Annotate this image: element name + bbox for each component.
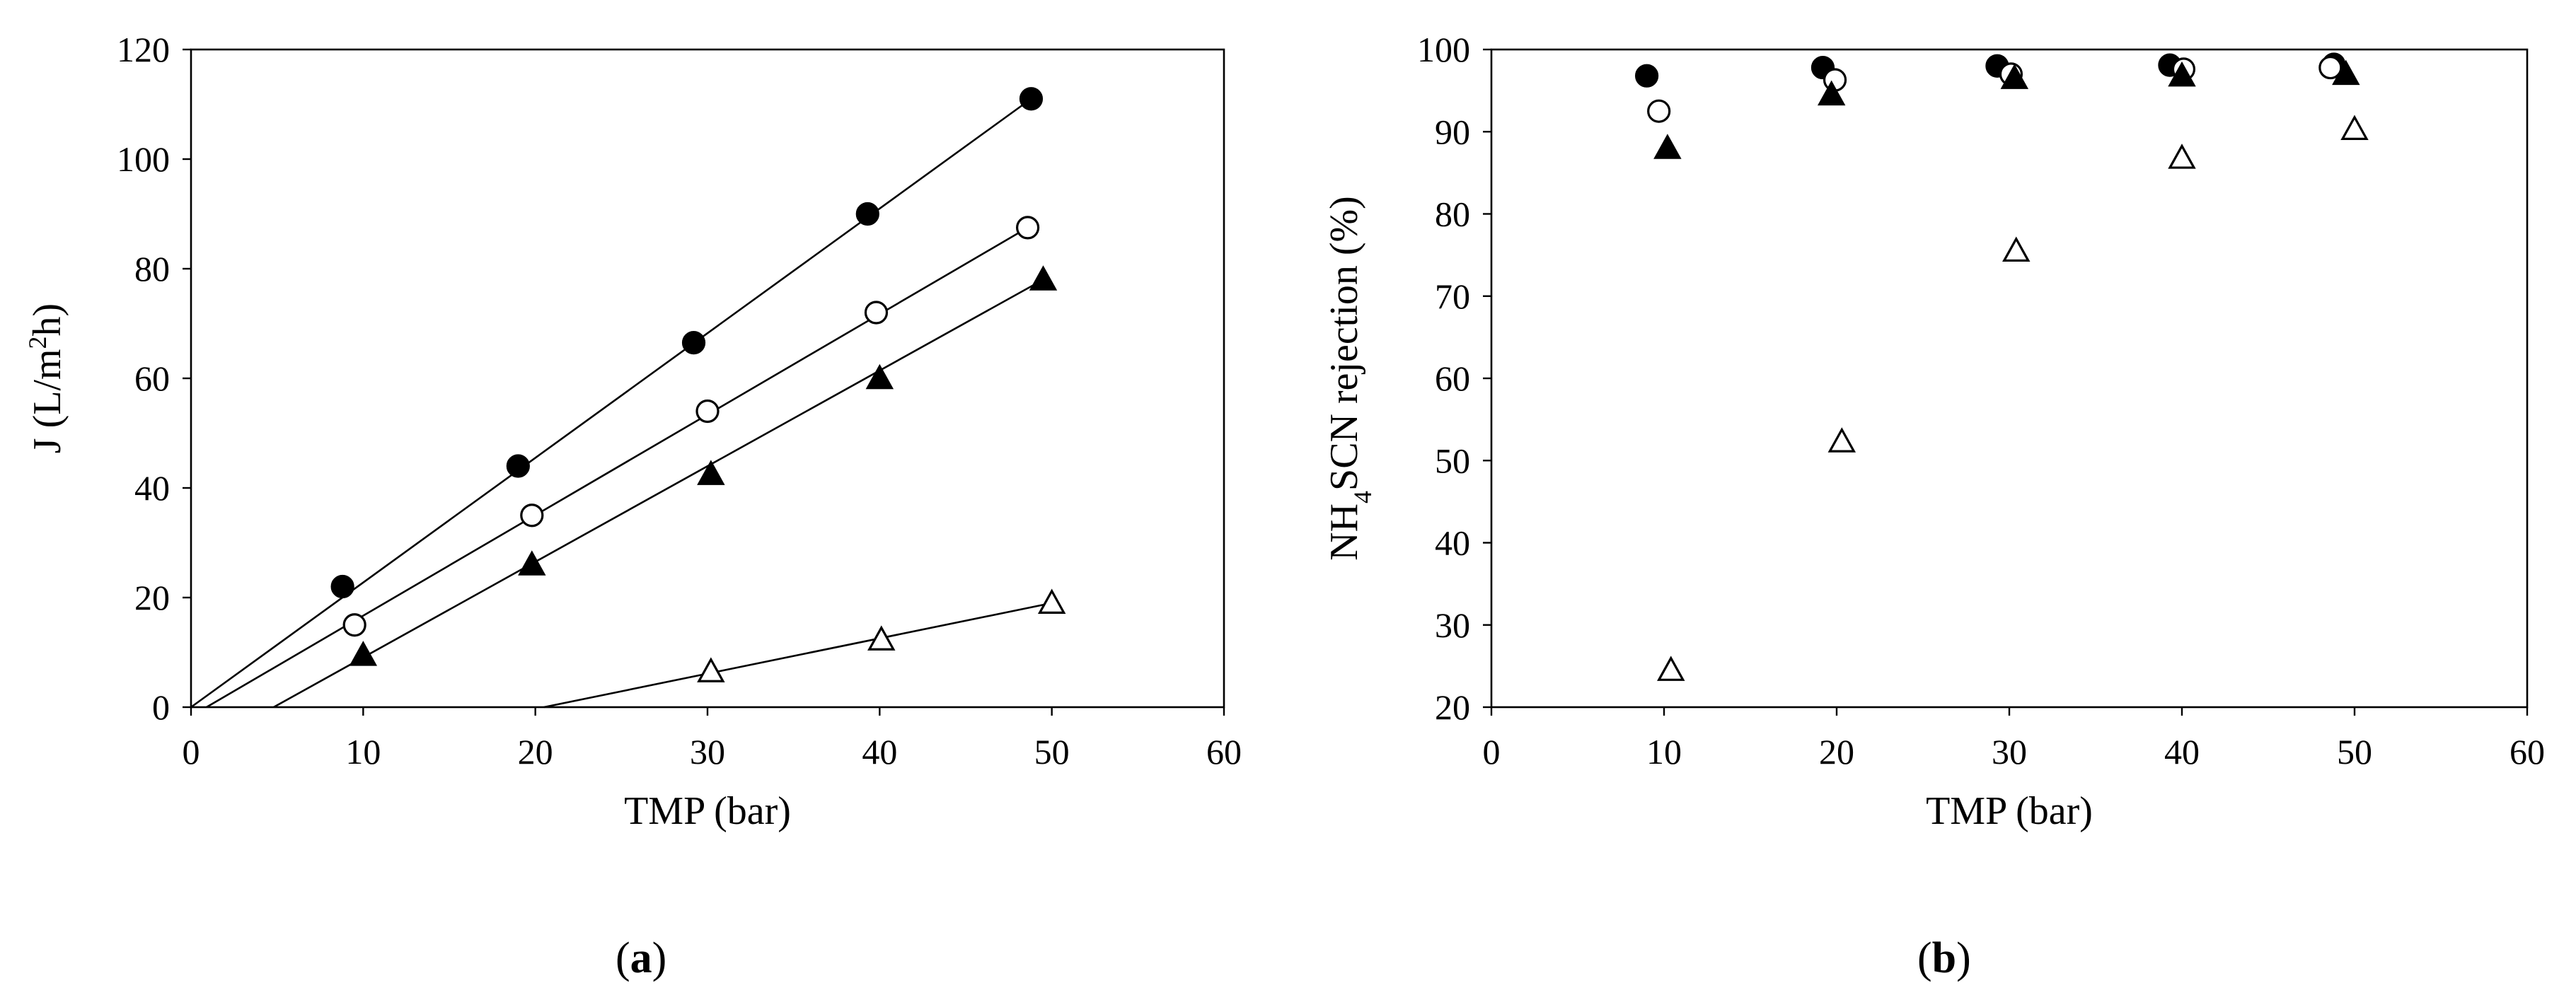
data-point-open-triangle (1827, 427, 1856, 453)
x-tick-label: 60 (2509, 732, 2545, 772)
panel-label-open-paren: ( (616, 934, 630, 982)
y-tick-label: 90 (1435, 112, 1470, 151)
x-tick-label: 50 (2337, 732, 2372, 772)
x-tick-label: 0 (1483, 732, 1501, 772)
panel-label-letter: b (1932, 934, 1956, 982)
data-point-filled-circle (681, 331, 706, 355)
x-axis-title: TMP (bar) (624, 789, 791, 833)
x-tick-label: 50 (1034, 732, 1070, 772)
panel-a: 0 10 20 30 40 50 60 0 20 40 60 80 100 120 TMP (bar) J (… (23, 30, 1242, 982)
data-point-filled-circle (506, 454, 530, 478)
panel-label: (b) (1917, 934, 1971, 982)
y-tick-label: 40 (1435, 523, 1470, 563)
y-tick-label: 20 (1435, 687, 1470, 727)
data-point-filled-triangle (1817, 80, 1846, 106)
panel-label-close-paren: ) (1956, 934, 1971, 982)
data-point-filled-triangle (1029, 265, 1058, 291)
y-axis-title-part: SCN rejection (%) (1322, 196, 1366, 491)
x-tick-label: 60 (1206, 732, 1242, 772)
data-point-open-circle (2318, 55, 2343, 80)
fit-line-filled-circle (190, 98, 1032, 709)
y-tick-label: 40 (134, 468, 170, 508)
y-tick-label: 70 (1435, 277, 1470, 316)
x-tick-label: 30 (1992, 732, 2027, 772)
data-point-open-circle (1647, 99, 1671, 123)
x-tick-label: 30 (690, 732, 725, 772)
y-tick-label: 100 (117, 139, 170, 179)
panel-label: (a) (616, 934, 666, 982)
data-point-filled-triangle (2332, 59, 2360, 86)
y-tick-label: 60 (134, 359, 170, 398)
data-point-filled-triangle (865, 363, 894, 390)
y-tick-label: 20 (134, 578, 170, 617)
y-tick-label: 50 (1435, 441, 1470, 480)
data-point-open-circle (864, 301, 889, 325)
data-point-filled-triangle (349, 641, 378, 666)
fit-line-filled-triangle (273, 279, 1044, 709)
data-point-filled-triangle (2000, 64, 2029, 89)
y-axis-title: NH4SCN rejection (%) (1322, 196, 1377, 561)
panel-label-open-paren: ( (1917, 934, 1932, 982)
x-tick-label: 20 (1819, 732, 1854, 772)
y-axis-title-subscript: 4 (1348, 491, 1377, 504)
y-tick-label: 120 (117, 30, 170, 69)
y-tick-label: 30 (1435, 605, 1470, 645)
data-point-open-triangle (2340, 115, 2369, 140)
y-tick-label: 80 (1435, 194, 1470, 234)
x-tick-label: 40 (862, 732, 897, 772)
x-tick-label: 10 (1646, 732, 1682, 772)
data-point-filled-circle (855, 202, 879, 226)
y-axis-title-part: h) (25, 303, 69, 337)
data-point-filled-triangle (2168, 61, 2196, 87)
data-point-open-triangle (2168, 144, 2196, 169)
fit-line-open-triangle (543, 602, 1052, 709)
data-point-filled-circle (1019, 87, 1044, 111)
y-axis-title-part: J (L/m (25, 349, 69, 453)
y-axis-title: J (L/m2h) (23, 303, 69, 453)
data-point-open-triangle (2002, 236, 2031, 262)
y-tick-label: 100 (1417, 30, 1470, 69)
data-point-open-circle (342, 613, 366, 637)
x-axis-title: TMP (bar) (1926, 789, 2093, 833)
plot-area-frame (1490, 48, 2529, 709)
y-tick-label: 80 (134, 249, 170, 289)
data-point-filled-circle (330, 574, 354, 599)
plot-area-frame (190, 48, 1225, 709)
data-point-open-circle (695, 399, 720, 424)
panel-label-close-paren: ) (652, 934, 667, 982)
y-tick-label: 0 (152, 687, 170, 727)
data-point-filled-circle (1635, 64, 1659, 88)
y-axis-title-superscript: 2 (23, 336, 52, 349)
panel-b: 0 10 20 30 40 50 60 20 30 40 50 60 70 80 90 100 TMP (bar… (1322, 30, 2545, 982)
data-point-filled-triangle (1653, 134, 1682, 159)
data-point-open-triangle (867, 625, 896, 651)
panel-label-letter: a (630, 934, 652, 982)
x-tick-label: 40 (2164, 732, 2200, 772)
data-point-open-circle (520, 504, 544, 528)
data-point-open-triangle (1037, 588, 1066, 614)
data-point-filled-triangle (697, 460, 725, 485)
x-tick-label: 20 (518, 732, 553, 772)
data-point-filled-triangle (518, 550, 546, 576)
data-point-open-circle (1015, 216, 1040, 240)
y-tick-label: 60 (1435, 359, 1470, 398)
fit-line-open-circle (206, 226, 1029, 709)
data-point-open-triangle (1657, 656, 1685, 681)
data-point-open-triangle (697, 657, 725, 682)
y-axis-title-part: NH (1322, 504, 1366, 561)
x-tick-label: 0 (183, 732, 200, 772)
x-tick-label: 10 (345, 732, 381, 772)
